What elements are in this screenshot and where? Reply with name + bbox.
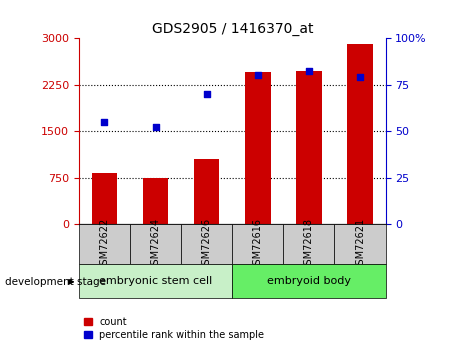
Text: GSM72626: GSM72626 — [202, 218, 212, 270]
Bar — [92, 173, 117, 224]
Bar — [232, 224, 283, 264]
Title: GDS2905 / 1416370_at: GDS2905 / 1416370_at — [152, 21, 313, 36]
Bar — [79, 224, 130, 264]
Text: GSM72618: GSM72618 — [304, 218, 314, 270]
Text: GSM72624: GSM72624 — [151, 218, 161, 270]
Point — [356, 74, 364, 80]
Text: GSM72622: GSM72622 — [100, 217, 110, 271]
Text: development stage: development stage — [5, 277, 106, 287]
Bar — [245, 72, 271, 224]
Bar — [143, 178, 168, 224]
Bar — [347, 44, 373, 224]
Bar — [130, 224, 181, 264]
Text: embryonic stem cell: embryonic stem cell — [99, 276, 212, 286]
Text: GSM72616: GSM72616 — [253, 218, 263, 270]
Bar — [335, 224, 386, 264]
Point — [305, 69, 313, 74]
Bar — [181, 224, 232, 264]
Point — [254, 72, 262, 78]
Bar — [296, 71, 322, 224]
Bar — [232, 264, 386, 298]
Bar — [79, 264, 232, 298]
Point — [101, 119, 108, 125]
Legend: count, percentile rank within the sample: count, percentile rank within the sample — [84, 317, 264, 340]
Point — [203, 91, 210, 97]
Point — [152, 125, 159, 130]
Bar — [283, 224, 335, 264]
Text: GSM72621: GSM72621 — [355, 218, 365, 270]
Bar — [194, 159, 220, 224]
Text: embryoid body: embryoid body — [267, 276, 351, 286]
